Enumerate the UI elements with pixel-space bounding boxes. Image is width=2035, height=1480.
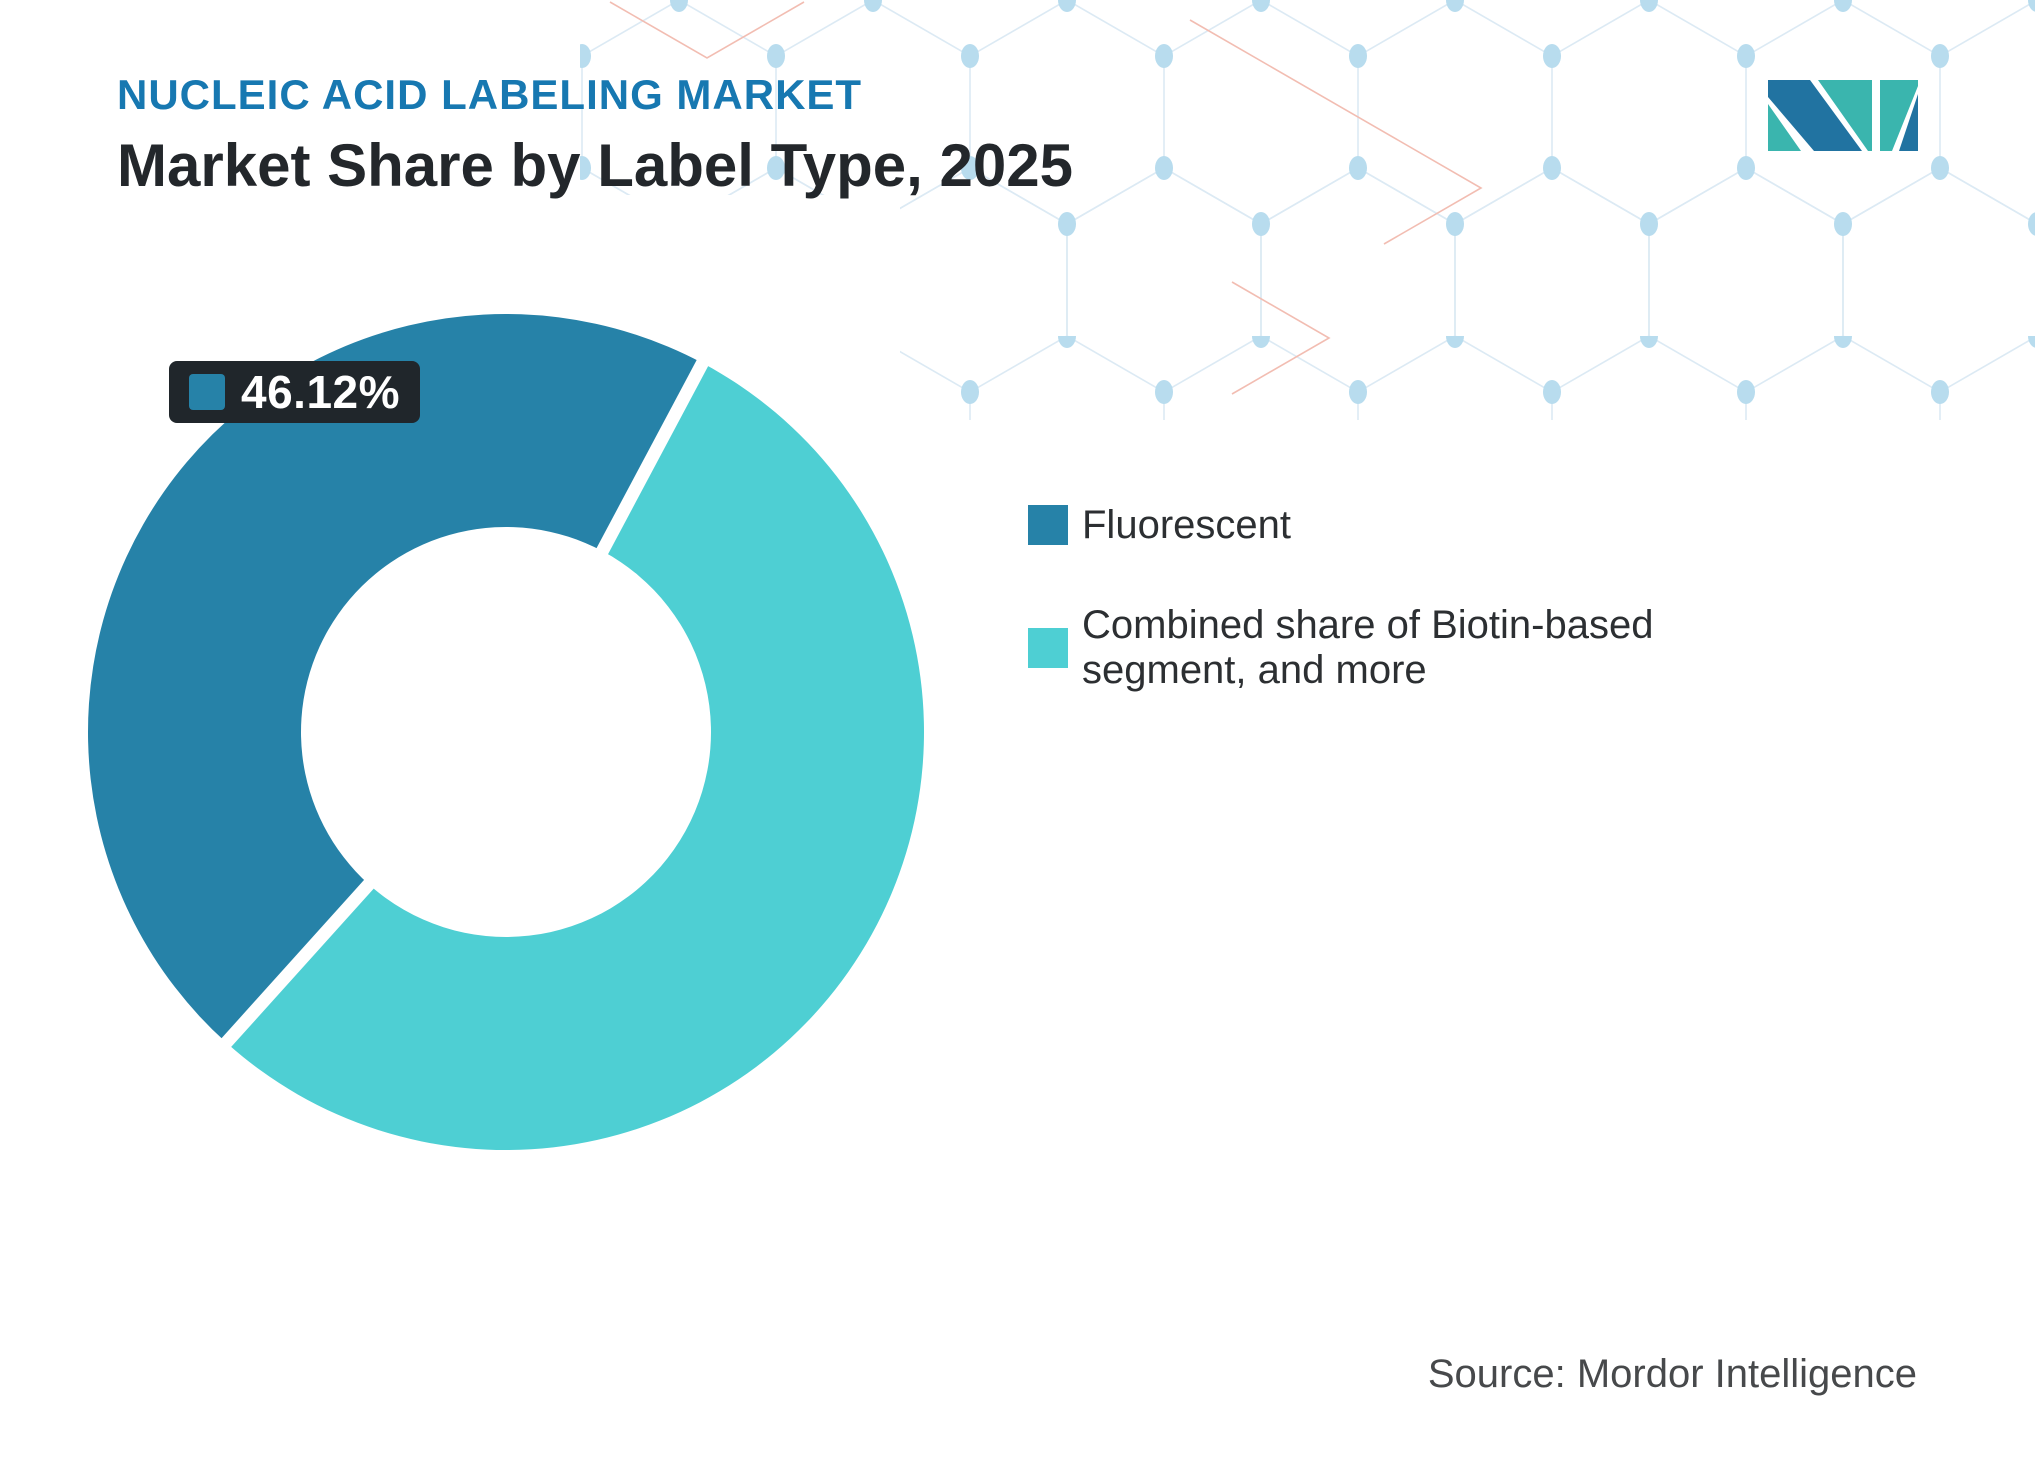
logo-m-icon [1768, 80, 1918, 151]
fluorescent-share-value: 46.12% [241, 366, 401, 418]
fluorescent-swatch-icon [189, 374, 225, 410]
slice-separator [500, 352, 712, 736]
accent-line [609, 1, 805, 59]
market-name-eyebrow: NUCLEIC ACID LABELING MARKET [117, 71, 863, 118]
legend-label: Combined share of Biotin-based segment, … [1082, 603, 1654, 692]
value-badge: 46.12% [169, 361, 421, 423]
slice-separator [216, 727, 511, 1053]
legend-item-combined-biotin: Combined share of Biotin-based segment, … [1028, 603, 1702, 693]
combined-legend-swatch-icon [1028, 627, 1068, 668]
source-attribution: Source: Mordor Intelligence [1427, 1352, 1917, 1396]
mordor-intelligence-logo [1768, 80, 1918, 151]
accent-line [1231, 281, 1331, 395]
fluorescent-legend-swatch-icon [1028, 505, 1068, 546]
donut-chart [88, 314, 925, 1151]
donut-slice-fluorescent [88, 314, 703, 1043]
legend-item-fluorescent: Fluorescent [1028, 503, 1291, 548]
accent-line [1189, 19, 1483, 245]
donut-slice-combined-biotin-based [226, 363, 925, 1151]
header: NUCLEIC ACID LABELING MARKET Market Shar… [117, 71, 1073, 200]
chart-title: Market Share by Label Type, 2025 [117, 132, 1073, 200]
legend-label: Fluorescent [1082, 503, 1291, 547]
